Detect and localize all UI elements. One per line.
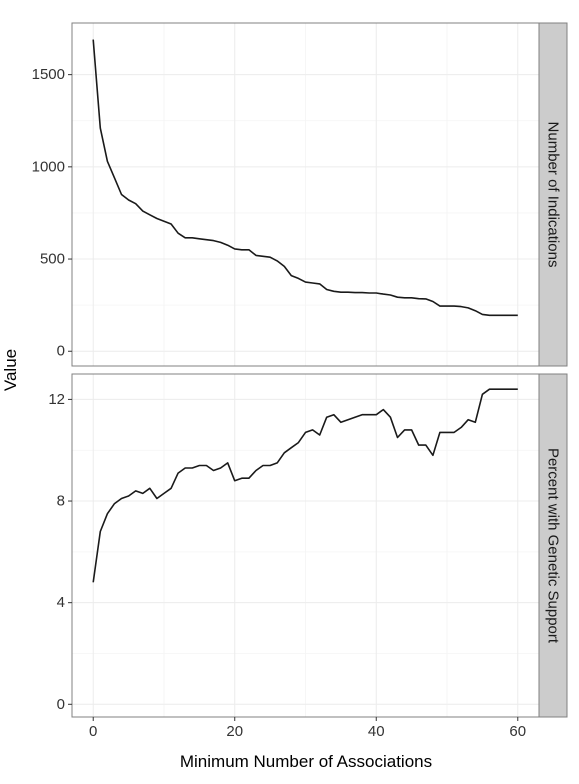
y-tick-label: 0 (57, 696, 65, 713)
y-tick-label: 500 (40, 251, 65, 268)
x-tick-label: 20 (226, 723, 243, 740)
y-tick-label: 1000 (32, 158, 65, 175)
facet-strip-label: Percent with Genetic Support (545, 448, 562, 644)
panel-percent-genetic-support: Percent with Genetic Support 0 4 8 12 (48, 373, 568, 718)
x-axis-title: Minimum Number of Associations (180, 752, 432, 771)
series-line (92, 388, 518, 583)
x-tick-label: 0 (89, 723, 97, 740)
y-tick-label: 1500 (32, 66, 65, 83)
y-tick-label: 8 (57, 493, 65, 510)
y-axis-title: Value (1, 349, 20, 391)
facet-strip-label: Number of Indications (545, 122, 562, 268)
panel-number-of-indications: Number of Indications 0 500 1000 1500 (32, 22, 568, 367)
facet-strip (538, 22, 568, 367)
x-axis: 0 20 40 60 (89, 717, 526, 740)
series-line (92, 39, 518, 317)
x-tick-label: 60 (509, 723, 526, 740)
y-tick-label: 4 (57, 594, 65, 611)
x-tick-label: 40 (368, 723, 385, 740)
y-tick-label: 12 (48, 391, 65, 408)
facet-strip (538, 373, 568, 718)
y-tick-label: 0 (57, 343, 65, 360)
